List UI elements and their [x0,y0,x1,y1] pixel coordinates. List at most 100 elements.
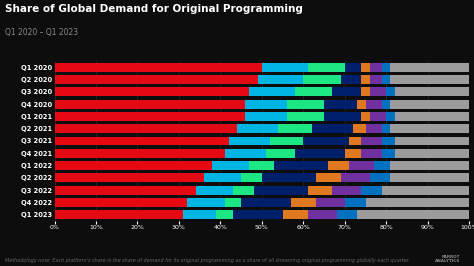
Bar [308,186,332,194]
Bar [361,63,370,72]
Bar [386,112,394,121]
Bar [283,210,308,219]
Bar [270,136,303,146]
Bar [374,161,391,170]
Bar [258,75,303,84]
Bar [241,173,262,182]
Bar [324,100,357,109]
Bar [233,186,254,194]
Bar [262,173,316,182]
Bar [308,63,345,72]
Bar [241,198,291,207]
Bar [361,112,370,121]
Bar [382,100,391,109]
Bar [295,149,345,158]
Bar [279,124,312,133]
Bar [370,88,386,96]
Bar [365,124,382,133]
Bar [365,198,469,207]
Text: Methodology note: Each platform’s share is the share of demand for its original : Methodology note: Each platform’s share … [5,258,410,263]
Bar [249,88,295,96]
Bar [394,88,469,96]
Bar [55,149,225,158]
Text: Share of Global Demand for Original Programming: Share of Global Demand for Original Prog… [5,4,302,14]
Bar [287,100,324,109]
Bar [228,136,270,146]
Bar [195,186,233,194]
Bar [370,112,386,121]
Bar [382,136,394,146]
Bar [337,210,357,219]
Bar [345,198,365,207]
Bar [382,124,391,133]
Bar [341,173,370,182]
Bar [386,88,394,96]
Bar [246,100,287,109]
Bar [287,112,324,121]
Bar [349,136,361,146]
Bar [266,149,295,158]
Bar [391,161,469,170]
Bar [55,88,249,96]
Bar [55,112,246,121]
Bar [225,149,266,158]
Bar [382,63,391,72]
Bar [316,198,345,207]
Bar [353,124,365,133]
Bar [55,100,246,109]
Bar [246,112,287,121]
Bar [324,112,361,121]
Bar [394,136,469,146]
Bar [303,75,341,84]
Bar [187,198,225,207]
Text: PARROT
ANALYTICS: PARROT ANALYTICS [435,255,460,263]
Bar [316,173,341,182]
Bar [303,136,349,146]
Bar [237,124,279,133]
Bar [212,161,249,170]
Bar [308,210,337,219]
Bar [391,100,469,109]
Bar [311,124,353,133]
Bar [365,100,382,109]
Bar [361,186,382,194]
Bar [345,149,361,158]
Bar [382,75,391,84]
Bar [394,112,469,121]
Bar [361,75,370,84]
Bar [291,198,316,207]
Bar [55,136,228,146]
Bar [55,161,212,170]
Bar [370,75,382,84]
Bar [370,63,382,72]
Bar [361,136,382,146]
Bar [391,63,469,72]
Bar [361,149,382,158]
Bar [204,173,241,182]
Bar [262,63,308,72]
Bar [361,88,370,96]
Bar [341,75,361,84]
Bar [382,149,394,158]
Bar [357,100,365,109]
Bar [249,161,274,170]
Bar [394,149,469,158]
Bar [391,124,469,133]
Text: Q1 2020 – Q1 2023: Q1 2020 – Q1 2023 [5,28,78,37]
Bar [225,198,241,207]
Bar [55,75,258,84]
Bar [391,173,469,182]
Bar [391,75,469,84]
Bar [370,173,391,182]
Bar [55,186,195,194]
Bar [55,198,187,207]
Bar [332,186,361,194]
Bar [233,210,283,219]
Bar [55,63,262,72]
Bar [328,161,349,170]
Bar [332,88,361,96]
Bar [183,210,216,219]
Bar [55,173,204,182]
Bar [55,210,183,219]
Bar [274,161,328,170]
